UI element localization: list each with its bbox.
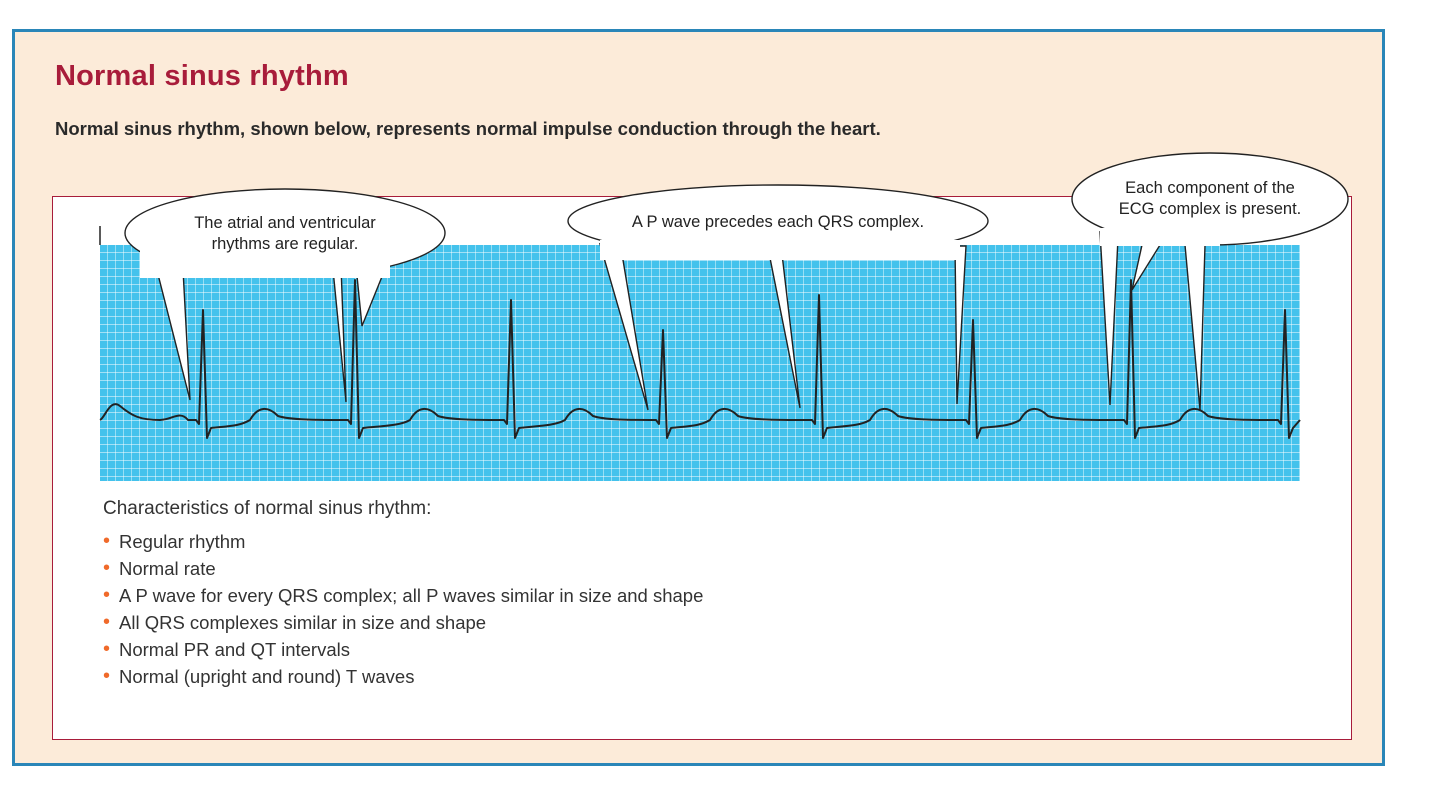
list-item: • Normal rate bbox=[103, 555, 703, 582]
ecg-grid bbox=[99, 226, 1300, 481]
callout-regular-rhythms-line2: rhythms are regular. bbox=[212, 235, 359, 253]
callout-components-line1: Each component of the bbox=[1125, 179, 1295, 197]
list-item-text: Normal PR and QT intervals bbox=[119, 639, 350, 660]
list-item: • A P wave for every QRS complex; all P w… bbox=[103, 582, 703, 609]
list-item: • All QRS complexes similar in size and s… bbox=[103, 609, 703, 636]
list-item: • Normal PR and QT intervals bbox=[103, 636, 703, 663]
list-item: • Normal (upright and round) T waves bbox=[103, 663, 703, 690]
bullet-icon: • bbox=[103, 665, 111, 687]
list-item-text: All QRS complexes similar in size and sh… bbox=[119, 612, 487, 633]
callout-regular-rhythms: The atrial and ventricular rhythms are r… bbox=[124, 188, 446, 403]
list-item-text: Normal (upright and round) T waves bbox=[119, 666, 415, 687]
figure-title: Normal sinus rhythm bbox=[55, 60, 349, 92]
list-item-text: Normal rate bbox=[119, 558, 216, 579]
bullet-icon: • bbox=[103, 584, 111, 606]
bullet-icon: • bbox=[103, 557, 111, 579]
list-item-text: Regular rhythm bbox=[119, 531, 246, 552]
callout-p-wave: A P wave precedes each QRS complex. bbox=[567, 184, 989, 411]
list-item-text: A P wave for every QRS complex; all P wa… bbox=[119, 585, 704, 606]
bullet-icon: • bbox=[103, 611, 111, 633]
bullet-icon: • bbox=[103, 638, 111, 660]
callout-components: Each component of the ECG complex is pre… bbox=[1071, 152, 1349, 411]
characteristics-heading: Characteristics of normal sinus rhythm: bbox=[103, 498, 432, 519]
list-item: • Regular rhythm bbox=[103, 528, 703, 555]
callout-regular-rhythms-line1: The atrial and ventricular bbox=[194, 214, 376, 232]
callout-p-wave-text: A P wave precedes each QRS complex. bbox=[632, 213, 924, 231]
bullet-icon: • bbox=[103, 530, 111, 552]
callout-components-line2: ECG complex is present. bbox=[1119, 200, 1301, 218]
characteristics-list: • Regular rhythm • Normal rate • A P wave f… bbox=[103, 528, 703, 690]
figure-subtitle: Normal sinus rhythm, shown below, repres… bbox=[55, 118, 881, 139]
ecg-trace bbox=[99, 279, 1301, 439]
